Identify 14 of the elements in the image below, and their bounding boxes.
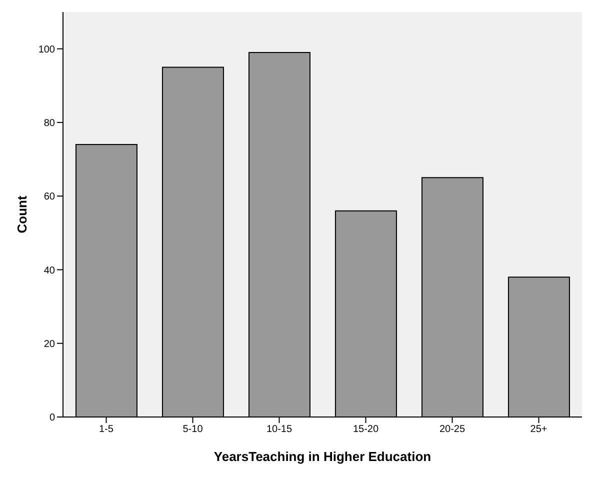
y-tick-label: 100	[38, 44, 56, 56]
y-tick-label: 80	[44, 118, 56, 130]
x-tick-label: 1-5	[99, 424, 114, 436]
x-tick-label: 5-10	[182, 424, 204, 436]
x-axis-title: YearsTeaching in Higher Education	[214, 449, 432, 464]
y-axis-title: Count	[14, 195, 30, 234]
y-tick-label: 60	[44, 192, 56, 203]
y-tick-label: 0	[49, 412, 56, 424]
x-tick-label: 15-20	[352, 424, 379, 436]
x-tick-label: 20-25	[439, 424, 466, 436]
x-tick-label: 25+	[530, 424, 548, 436]
y-tick-label: 40	[44, 265, 56, 276]
x-tick-label: 10-15	[266, 424, 292, 436]
y-tick-label: 20	[44, 338, 56, 350]
